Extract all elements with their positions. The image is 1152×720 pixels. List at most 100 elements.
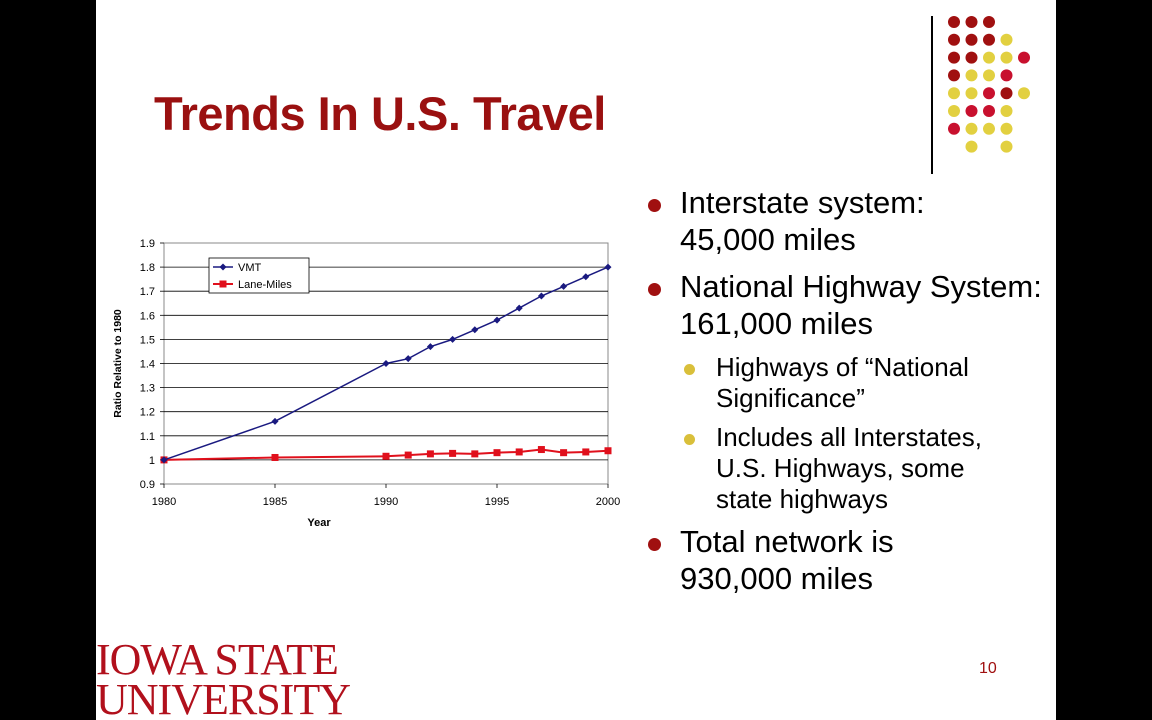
data-point: [471, 326, 479, 334]
y-tick-label: 1.7: [140, 286, 155, 298]
bullet-list: Interstate system: 45,000 miles National …: [644, 184, 1044, 607]
data-point: [493, 449, 501, 457]
data-point: [604, 263, 612, 271]
decor-dot: [948, 51, 960, 64]
bullet-icon: [648, 538, 661, 551]
y-tick-label: 1.6: [140, 310, 155, 322]
x-tick-label: 1980: [152, 496, 176, 508]
logo-line-2: UNIVERSITY: [96, 675, 351, 720]
x-tick-label: 1995: [485, 496, 509, 508]
y-tick-label: 1.3: [140, 383, 155, 395]
decor-dot: [948, 105, 960, 117]
x-tick-label: 2000: [596, 496, 620, 508]
decor-dot: [1000, 87, 1013, 100]
y-tick-label: 0.9: [140, 479, 155, 491]
data-point: [449, 335, 457, 343]
sub-bullet-item: Includes all Interstates, U.S. Highways,…: [644, 422, 1026, 515]
decor-dot: [983, 69, 995, 82]
data-point: [160, 456, 168, 464]
decor-dot: [965, 140, 978, 153]
bullet-item: Total network is 930,000 miles: [644, 523, 950, 597]
iowa-state-logo: IOWA STATE UNIVERSITY: [96, 635, 351, 720]
decor-dot: [948, 87, 960, 100]
data-point: [382, 452, 390, 460]
bullet-text: Includes all Interstates, U.S. Highways,…: [716, 422, 982, 514]
data-point: [271, 453, 279, 461]
decor-dot: [1018, 51, 1030, 64]
dot-grid-icon: [948, 16, 1030, 153]
bullet-icon: [648, 199, 661, 212]
slide: Trends In U.S. Travel 0.9 1 1.1 1.2 1.3 1.4 1.…: [96, 0, 1056, 720]
decor-dot: [1000, 140, 1013, 153]
decor-dot: [983, 105, 995, 117]
decor-dot: [948, 122, 960, 135]
y-tick-label: 1.2: [140, 407, 155, 419]
data-point: [582, 448, 590, 456]
data-point: [404, 451, 412, 459]
data-point: [449, 449, 457, 457]
decor-dot: [983, 33, 995, 46]
decor-dot: [1000, 122, 1013, 135]
bullet-item: Interstate system: 45,000 miles: [644, 184, 970, 258]
decor-dot: [983, 16, 995, 28]
data-point: [382, 360, 390, 367]
decor-dot: [983, 51, 995, 64]
bullet-icon: [648, 283, 661, 296]
y-tick-label: 1.4: [140, 359, 155, 371]
x-tick-label: 1985: [263, 496, 287, 508]
data-point: [471, 450, 479, 458]
data-point: [560, 282, 568, 290]
y-axis-label: Ratio Relative to 1980: [112, 309, 124, 418]
decor-dot: [965, 87, 978, 100]
bullet-text: Highways of “National Significance”: [716, 352, 969, 413]
legend-label: VMT: [238, 262, 262, 274]
title-divider: [931, 16, 933, 174]
bullet-icon: [684, 434, 695, 445]
y-tick-label: 1.1: [140, 431, 155, 443]
decor-dot: [965, 51, 978, 64]
decor-dot: [1000, 33, 1013, 46]
data-point: [537, 446, 545, 454]
data-point: [404, 355, 412, 363]
legend-marker: [219, 280, 227, 288]
data-point: [537, 292, 545, 300]
y-tick-label: 1.9: [140, 238, 155, 250]
data-point: [426, 450, 434, 458]
decor-dot: [965, 122, 978, 135]
sub-bullet-item: Highways of “National Significance”: [644, 352, 1016, 414]
decor-dot: [983, 87, 995, 100]
decor-dot: [965, 33, 978, 46]
bullet-text: Total network is 930,000 miles: [680, 524, 894, 596]
logo-line-1: IOWA STATE: [96, 635, 339, 684]
legend-label: Lane-Miles: [238, 279, 292, 291]
data-point: [515, 304, 523, 312]
y-tick-label: 1.5: [140, 334, 155, 346]
page-number: 10: [979, 660, 997, 677]
decor-dot: [1000, 105, 1013, 117]
data-point: [560, 449, 568, 457]
data-point: [604, 447, 612, 455]
decor-dot: [1018, 87, 1030, 100]
bullet-item: National Highway System: 161,000 miles: [644, 268, 1050, 342]
data-point: [582, 273, 590, 281]
decor-dot: [948, 33, 960, 46]
decor-dot: [983, 122, 995, 135]
slide-title: Trends In U.S. Travel: [154, 87, 606, 140]
y-tick-label: 1: [149, 455, 155, 467]
data-point: [493, 316, 501, 324]
data-point: [515, 448, 523, 456]
decor-dot: [965, 69, 978, 82]
decor-dot: [965, 16, 978, 28]
bullet-text: National Highway System: 161,000 miles: [680, 269, 1042, 341]
x-tick-label: 1990: [374, 496, 398, 508]
legend-marker: [219, 263, 227, 271]
decor-dot: [1000, 69, 1013, 82]
bullet-text: Interstate system: 45,000 miles: [680, 185, 925, 257]
bullet-icon: [684, 364, 695, 375]
data-point: [271, 417, 279, 425]
data-point: [426, 343, 434, 351]
decor-dot: [948, 16, 960, 28]
line-chart: 0.9 1 1.1 1.2 1.3 1.4 1.5 1.6 1.7 1.8 1.9 1980 1985 1…: [112, 238, 620, 529]
x-axis-label: Year: [307, 517, 331, 529]
decor-dot: [948, 69, 960, 82]
